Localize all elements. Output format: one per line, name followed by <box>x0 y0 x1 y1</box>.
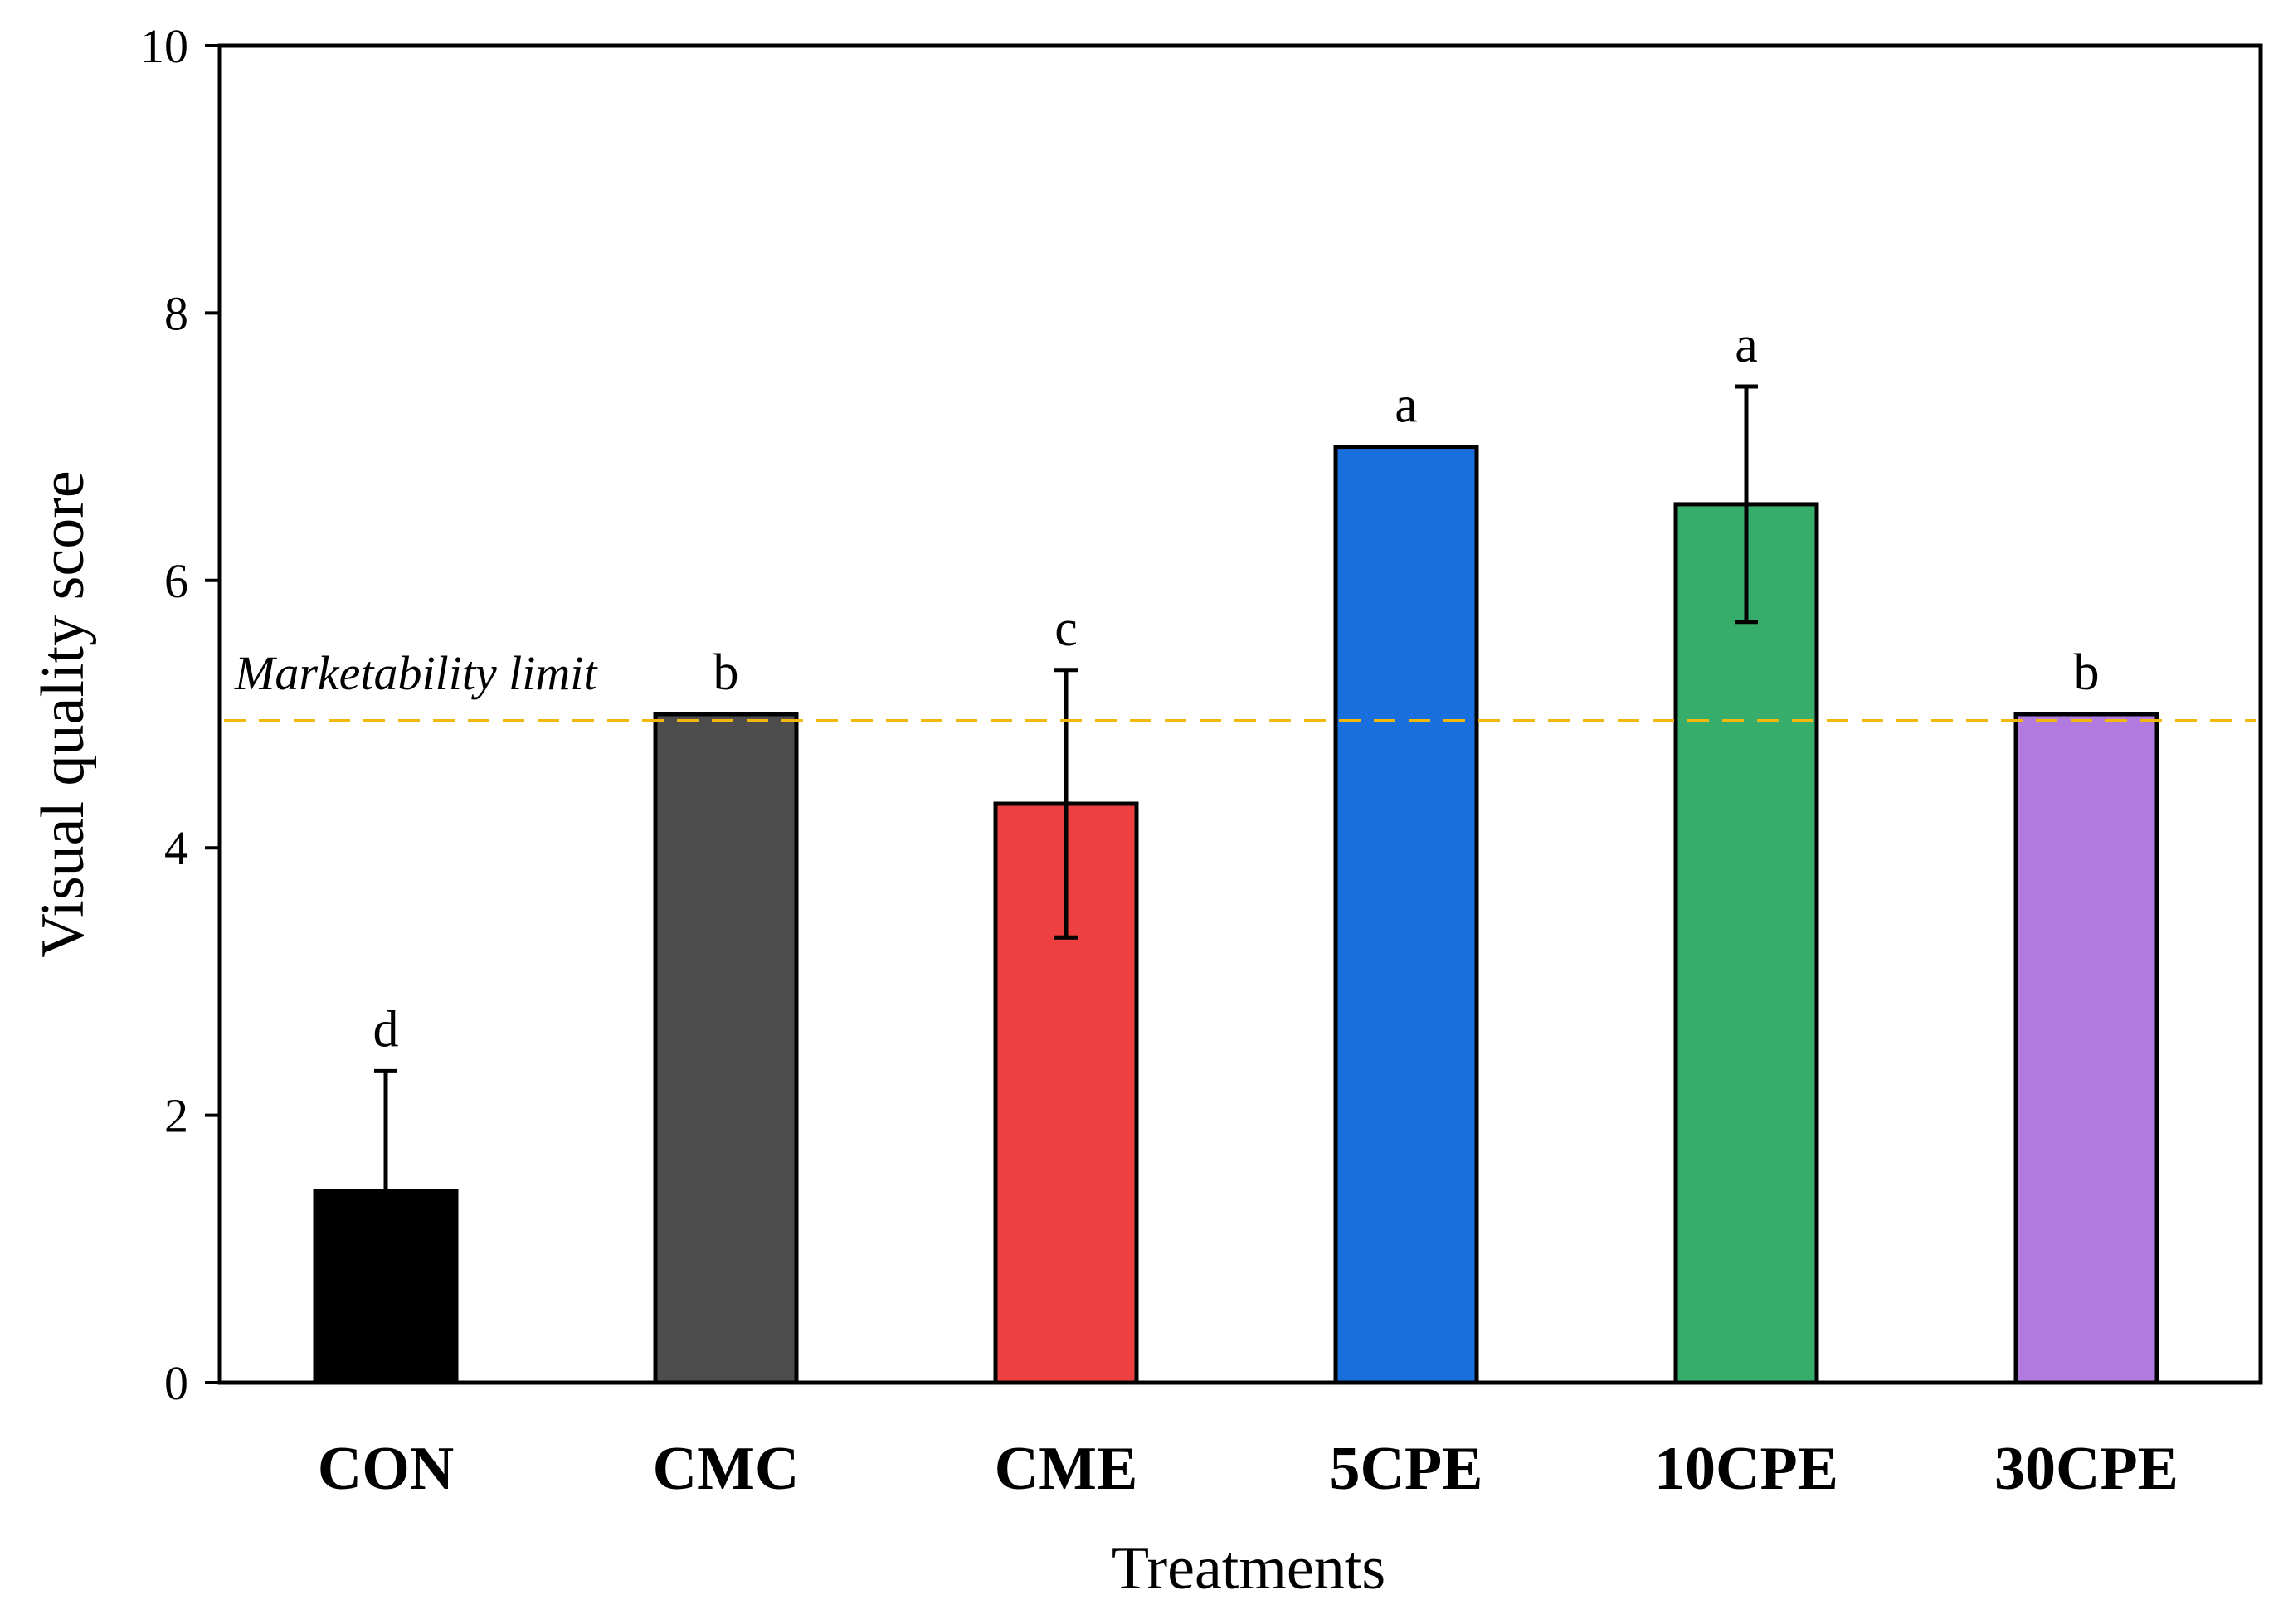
bar-cmc <box>653 712 799 1385</box>
y-tick-label: 8 <box>164 286 188 340</box>
y-tick-label: 4 <box>164 821 188 875</box>
significance-letter: a <box>1395 377 1418 434</box>
reference-layer: Marketability limit <box>224 646 2256 723</box>
y-axis-title: Visual quality score <box>29 470 97 957</box>
x-tick-label: CME <box>995 1435 1138 1503</box>
x-tick-label: 5CPE <box>1330 1435 1483 1503</box>
y-tick-label: 2 <box>164 1089 188 1143</box>
axes-layer <box>217 43 2263 1385</box>
bar-5cpe <box>1333 445 1479 1385</box>
y-tick-label: 6 <box>164 554 188 608</box>
x-tick-label: CON <box>318 1435 454 1503</box>
x-axis-title: Treatments <box>1112 1534 1385 1602</box>
y-tick-label: 0 <box>164 1356 188 1410</box>
bar-10cpe <box>1673 502 1819 1385</box>
significance-letter: b <box>2074 644 2100 701</box>
significance-letter: b <box>713 644 739 701</box>
plot-frame <box>217 43 2263 1385</box>
y-tick-label: 10 <box>140 19 188 73</box>
significance-letter: a <box>1735 317 1758 373</box>
x-tick-label: 10CPE <box>1654 1435 1838 1503</box>
bar-30cpe <box>2013 712 2159 1385</box>
x-tick-label: 30CPE <box>1994 1435 2178 1503</box>
bars-layer: d b c a a b <box>313 317 2159 1385</box>
significance-letter: c <box>1054 600 1078 657</box>
x-tick-labels: CON CMC CME 5CPE 10CPE 30CPE <box>318 1435 2178 1503</box>
bar-con <box>313 1189 459 1385</box>
x-tick-label: CMC <box>653 1435 800 1503</box>
significance-letter: d <box>373 1001 399 1058</box>
marketability-limit-label: Marketability limit <box>234 646 598 700</box>
y-ticks: 0 2 4 6 8 10 <box>140 19 220 1410</box>
